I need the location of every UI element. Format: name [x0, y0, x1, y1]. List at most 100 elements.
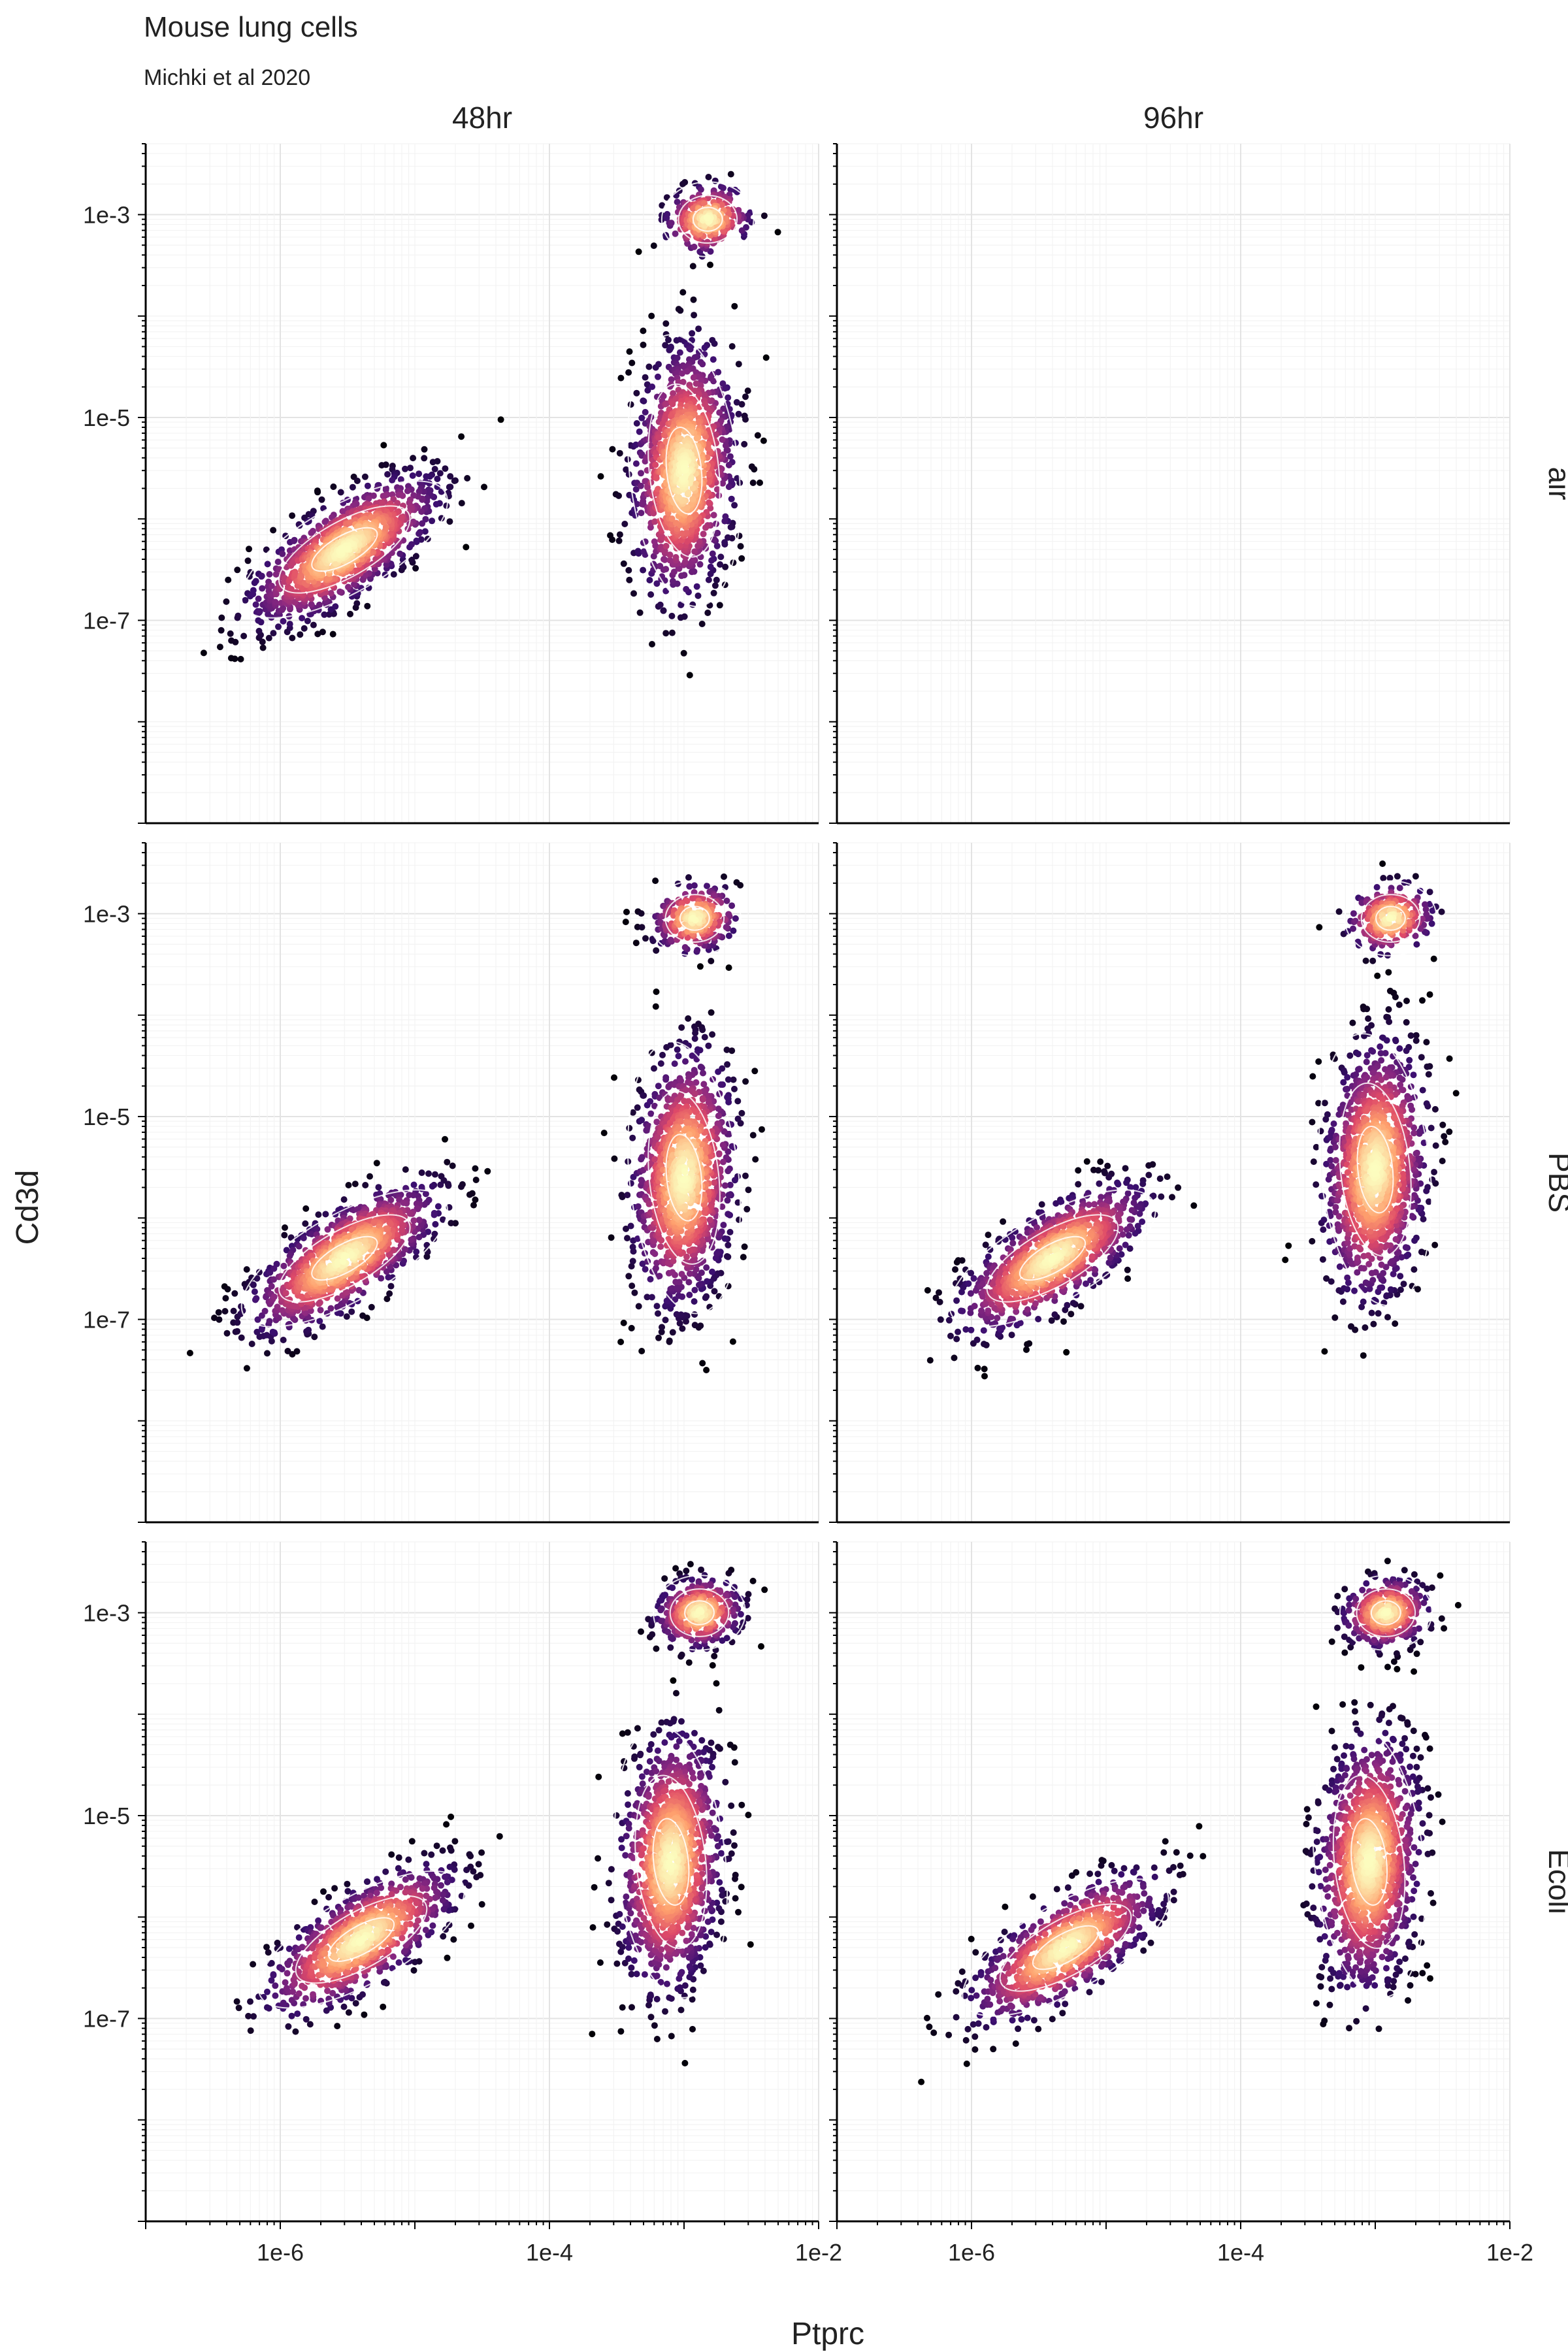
- data-point: [644, 1294, 651, 1301]
- data-point: [694, 1113, 702, 1120]
- data-point: [717, 553, 725, 561]
- data-point: [688, 527, 695, 533]
- data-point: [657, 601, 664, 608]
- data-point: [484, 1168, 491, 1175]
- data-point: [289, 512, 296, 519]
- data-point: [694, 592, 702, 599]
- data-point: [655, 1334, 662, 1341]
- data-point: [368, 1303, 375, 1311]
- data-point: [704, 1278, 711, 1285]
- data-point: [759, 1126, 765, 1133]
- data-point: [659, 1324, 665, 1331]
- data-point: [451, 478, 458, 484]
- data-point: [725, 1211, 732, 1218]
- data-point: [349, 483, 356, 491]
- data-point: [264, 561, 271, 568]
- data-point: [615, 492, 622, 499]
- data-point: [286, 621, 293, 628]
- data-point: [653, 474, 660, 482]
- data-point: [472, 1165, 479, 1172]
- data-point: [703, 1264, 710, 1271]
- data-point: [651, 1156, 659, 1163]
- data-point: [423, 1247, 431, 1254]
- data-point: [688, 568, 695, 576]
- data-point: [757, 479, 763, 486]
- data-point: [722, 442, 729, 449]
- data-point: [719, 1158, 727, 1166]
- data-point: [240, 632, 248, 640]
- data-point: [242, 596, 249, 604]
- data-point: [629, 1282, 636, 1290]
- data-point: [316, 1318, 323, 1324]
- data-point: [272, 571, 280, 578]
- data-point: [693, 1079, 700, 1086]
- data-point: [481, 483, 487, 491]
- data-point: [693, 583, 700, 590]
- data-point: [631, 1289, 638, 1296]
- data-point: [633, 420, 640, 427]
- data-point: [274, 559, 282, 565]
- data-point: [722, 513, 729, 520]
- data-point: [268, 1282, 275, 1290]
- data-point: [723, 215, 730, 222]
- data-point: [711, 582, 719, 589]
- data-point: [421, 1201, 428, 1208]
- data-point: [639, 1260, 646, 1267]
- data-point: [382, 492, 389, 499]
- data-point: [749, 1132, 757, 1139]
- data-point: [701, 1034, 708, 1041]
- data-point: [635, 248, 642, 255]
- data-point: [224, 1286, 231, 1293]
- data-point: [373, 1160, 380, 1167]
- y-tick-label: 1e-7: [83, 608, 130, 634]
- data-point: [685, 1120, 693, 1127]
- data-point: [632, 486, 640, 493]
- data-point: [690, 296, 697, 303]
- data-point: [640, 1092, 647, 1099]
- data-point: [671, 1060, 678, 1068]
- data-point: [735, 206, 742, 214]
- data-point: [660, 393, 667, 400]
- data-point: [661, 556, 668, 563]
- data-point: [380, 519, 387, 526]
- data-point: [266, 571, 273, 578]
- data-point: [255, 617, 262, 624]
- data-point: [649, 641, 655, 647]
- data-point: [662, 1076, 670, 1083]
- data-point: [628, 1324, 635, 1331]
- data-point: [700, 531, 707, 538]
- data-point: [728, 1047, 736, 1054]
- data-point: [721, 1182, 728, 1189]
- data-point: [691, 1298, 698, 1305]
- data-point: [255, 1269, 263, 1276]
- data-point: [416, 470, 423, 478]
- data-point: [221, 1308, 229, 1315]
- data-point: [696, 561, 704, 568]
- data-point: [253, 1295, 260, 1302]
- data-point: [400, 1200, 407, 1206]
- data-point: [413, 1249, 420, 1255]
- data-point: [653, 1119, 661, 1126]
- data-point: [625, 566, 632, 574]
- data-point: [378, 1275, 385, 1282]
- data-point: [383, 1268, 390, 1275]
- data-point: [634, 1203, 642, 1210]
- data-point: [345, 583, 351, 591]
- data-point: [646, 577, 653, 583]
- data-point: [736, 1217, 743, 1223]
- data-point: [416, 530, 423, 537]
- data-point: [284, 1348, 291, 1354]
- data-point: [679, 289, 687, 296]
- data-point: [720, 1222, 727, 1228]
- data-point: [678, 1024, 685, 1031]
- data-point: [705, 174, 712, 180]
- data-point: [238, 1334, 245, 1341]
- data-point: [710, 589, 717, 596]
- data-point: [279, 1307, 286, 1314]
- data-point: [724, 1061, 731, 1068]
- data-point: [644, 387, 651, 394]
- data-point: [731, 1177, 738, 1184]
- data-point: [691, 1322, 698, 1329]
- chart-title: Mouse lung cells: [144, 11, 358, 43]
- data-point: [662, 542, 670, 549]
